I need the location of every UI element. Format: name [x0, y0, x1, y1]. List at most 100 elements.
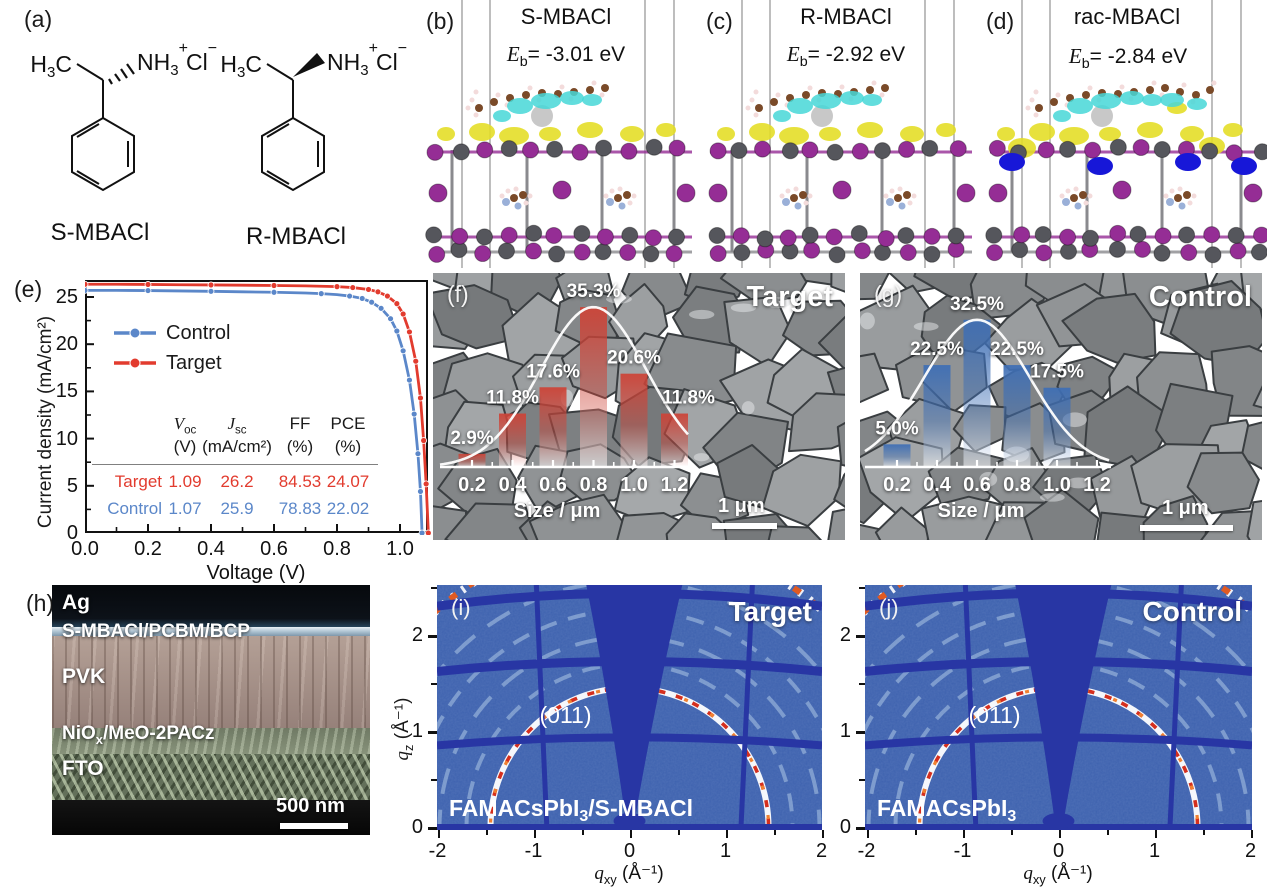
isosurface-negative [1067, 98, 1093, 114]
giwaxs-x-tick [821, 830, 824, 838]
rac-charge-lobe [999, 153, 1025, 171]
r-mbacl-skeleton [261, 63, 325, 192]
lattice-atom [949, 140, 967, 158]
data-marker [317, 290, 325, 298]
table-row-name: Target [114, 472, 162, 491]
r-chloride-label: Cl− [376, 40, 407, 75]
legend-entry: Target [112, 348, 230, 378]
lattice-atom [594, 243, 612, 261]
lattice-atom [1011, 241, 1029, 259]
jv-x-axis-title: Voltage (V) [206, 562, 306, 584]
molecule-hydrogen [745, 105, 751, 111]
lattice-atom [1129, 225, 1147, 243]
isosurface-positive [997, 127, 1015, 141]
missing-wedge [1015, 585, 1112, 827]
grain-highlight [730, 303, 757, 313]
lattice-atom [500, 226, 518, 244]
label-perovskite: PVK [62, 665, 106, 688]
data-marker [377, 304, 385, 312]
lattice-atom [525, 242, 543, 260]
molecule-hydrogen [473, 89, 479, 95]
lattice-atom [1204, 246, 1222, 264]
giwaxs-y-tick [856, 731, 865, 734]
giwaxs-x-tick-label: 1 [719, 840, 732, 862]
giwaxs-y-tick [856, 827, 865, 830]
histogram-tick-label: 1.0 [620, 474, 648, 496]
grain [833, 472, 845, 508]
sample-name-label: FAMACsPbI3 [877, 795, 1016, 825]
jv-y-tick-label: 25 [55, 286, 78, 308]
data-marker [412, 357, 420, 365]
lattice-atom [1253, 226, 1269, 244]
giwaxs-x-minor-tick [677, 830, 680, 835]
iodine-atom [1112, 180, 1132, 200]
histogram-tick-label: 0.4 [499, 474, 528, 496]
solid-wedge-bond [293, 53, 325, 77]
data-marker [399, 310, 407, 318]
dft-structure-b [425, 0, 696, 268]
panel-d-dft: (d) rac-MBACl Eb= -2.84 eV [982, 0, 1269, 268]
table-header: PCE [330, 414, 366, 433]
sem-control-corner-label: Control [1148, 281, 1252, 313]
layer-perovskite [52, 636, 370, 728]
isosurface-positive [656, 123, 676, 137]
layer-etl-stack [52, 627, 370, 636]
r-mbacl-name: R-MBACl [246, 223, 346, 250]
grain [1252, 385, 1262, 409]
sample-name-label: FAMACsPbI3/S-MBACl [449, 795, 693, 825]
grain [1240, 421, 1262, 470]
lattice-atom [645, 138, 663, 156]
lattice-atom [825, 228, 843, 246]
isosurface-positive [539, 127, 561, 141]
jv-plot-area [85, 280, 431, 535]
molecule-carbon [490, 98, 498, 106]
lattice-atom [497, 242, 515, 260]
molecule-carbon [1050, 98, 1058, 106]
molecule-hydrogen [753, 112, 759, 118]
cation-atom [609, 188, 615, 194]
beamstop-shadow [613, 813, 646, 829]
cation-atom [627, 200, 633, 206]
isosurface-positive [1059, 127, 1089, 145]
panel-a-structures: (a) H3C NH3+ Cl− S-MBACl [0, 0, 420, 268]
lattice-atom [1154, 227, 1172, 245]
histogram-bar [661, 413, 688, 467]
histogram-tick-label: 0.6 [539, 474, 567, 496]
panel-c-title: R-MBACl [800, 4, 892, 29]
data-marker [422, 480, 430, 488]
data-marker [410, 410, 418, 418]
cation-atom [505, 188, 511, 194]
layer-htl-stack [52, 728, 370, 754]
isosurface-negative [1120, 91, 1144, 105]
ring-index-label: (011) [969, 702, 1021, 728]
data-marker [207, 281, 215, 289]
cation-atom [790, 194, 798, 202]
data-marker [358, 295, 366, 302]
cation-atom [1187, 200, 1193, 206]
cation-atom [513, 186, 519, 192]
s-mbacl-name: S-MBACl [51, 219, 150, 246]
cation-atom [782, 198, 790, 206]
giwaxs-corner-label: Target [729, 596, 813, 627]
isosurface-positive [469, 123, 495, 141]
cation-atom [1178, 202, 1186, 210]
cation-atom [1079, 191, 1087, 199]
isosurface-negative [560, 91, 584, 105]
giwaxs-x-minor-tick [581, 830, 584, 835]
legend-dot [129, 357, 141, 369]
molecule-hydrogen [1119, 84, 1125, 90]
lattice-atom [620, 142, 638, 160]
grain [1169, 280, 1262, 367]
giwaxs-x-tick [962, 830, 965, 838]
lattice-atom [873, 244, 891, 262]
lattice-atom [573, 225, 591, 243]
lattice-atom [1013, 226, 1031, 244]
lattice-atom [1201, 142, 1219, 160]
table-value: 25.9 [220, 499, 254, 518]
giwaxs-x-tick [1250, 830, 1253, 838]
isosurface-negative [1142, 94, 1162, 106]
table-value: 22.02 [326, 499, 370, 518]
lattice-atom [730, 141, 748, 159]
histogram-value-label: 11.8% [662, 388, 715, 409]
histogram-value-label: 20.6% [607, 348, 661, 369]
